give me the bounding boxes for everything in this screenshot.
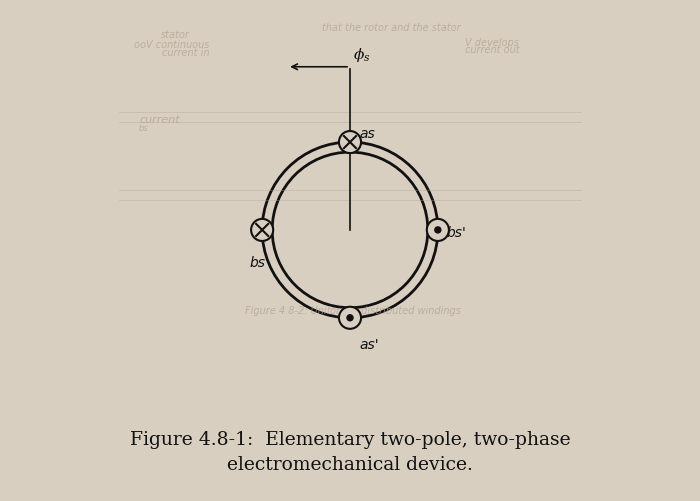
Text: current: current — [139, 115, 180, 125]
Text: $\phi_s$: $\phi_s$ — [353, 46, 370, 64]
Text: bs': bs' — [447, 226, 467, 240]
Text: as': as' — [359, 337, 379, 351]
Text: that the rotor and the stator: that the rotor and the stator — [322, 23, 461, 33]
Circle shape — [435, 227, 441, 233]
Circle shape — [427, 219, 449, 241]
Circle shape — [251, 219, 273, 241]
Text: electromechanical device.: electromechanical device. — [227, 455, 473, 473]
Text: bs: bs — [249, 256, 265, 270]
Circle shape — [339, 132, 361, 154]
Text: current out: current out — [466, 45, 520, 55]
Text: V develops: V develops — [466, 38, 519, 48]
Text: Figure 4.8-2: Uniformly distributed windings: Figure 4.8-2: Uniformly distributed wind… — [244, 306, 461, 316]
Circle shape — [339, 307, 361, 329]
Text: current in: current in — [162, 48, 209, 58]
Text: stator: stator — [160, 30, 190, 40]
Text: ooV continuous: ooV continuous — [134, 40, 209, 50]
Text: Figure 4.8-1:  Elementary two-pole, two-phase: Figure 4.8-1: Elementary two-pole, two-p… — [130, 430, 570, 448]
Text: bs: bs — [139, 123, 149, 132]
Circle shape — [347, 315, 353, 321]
Text: as: as — [359, 126, 375, 140]
